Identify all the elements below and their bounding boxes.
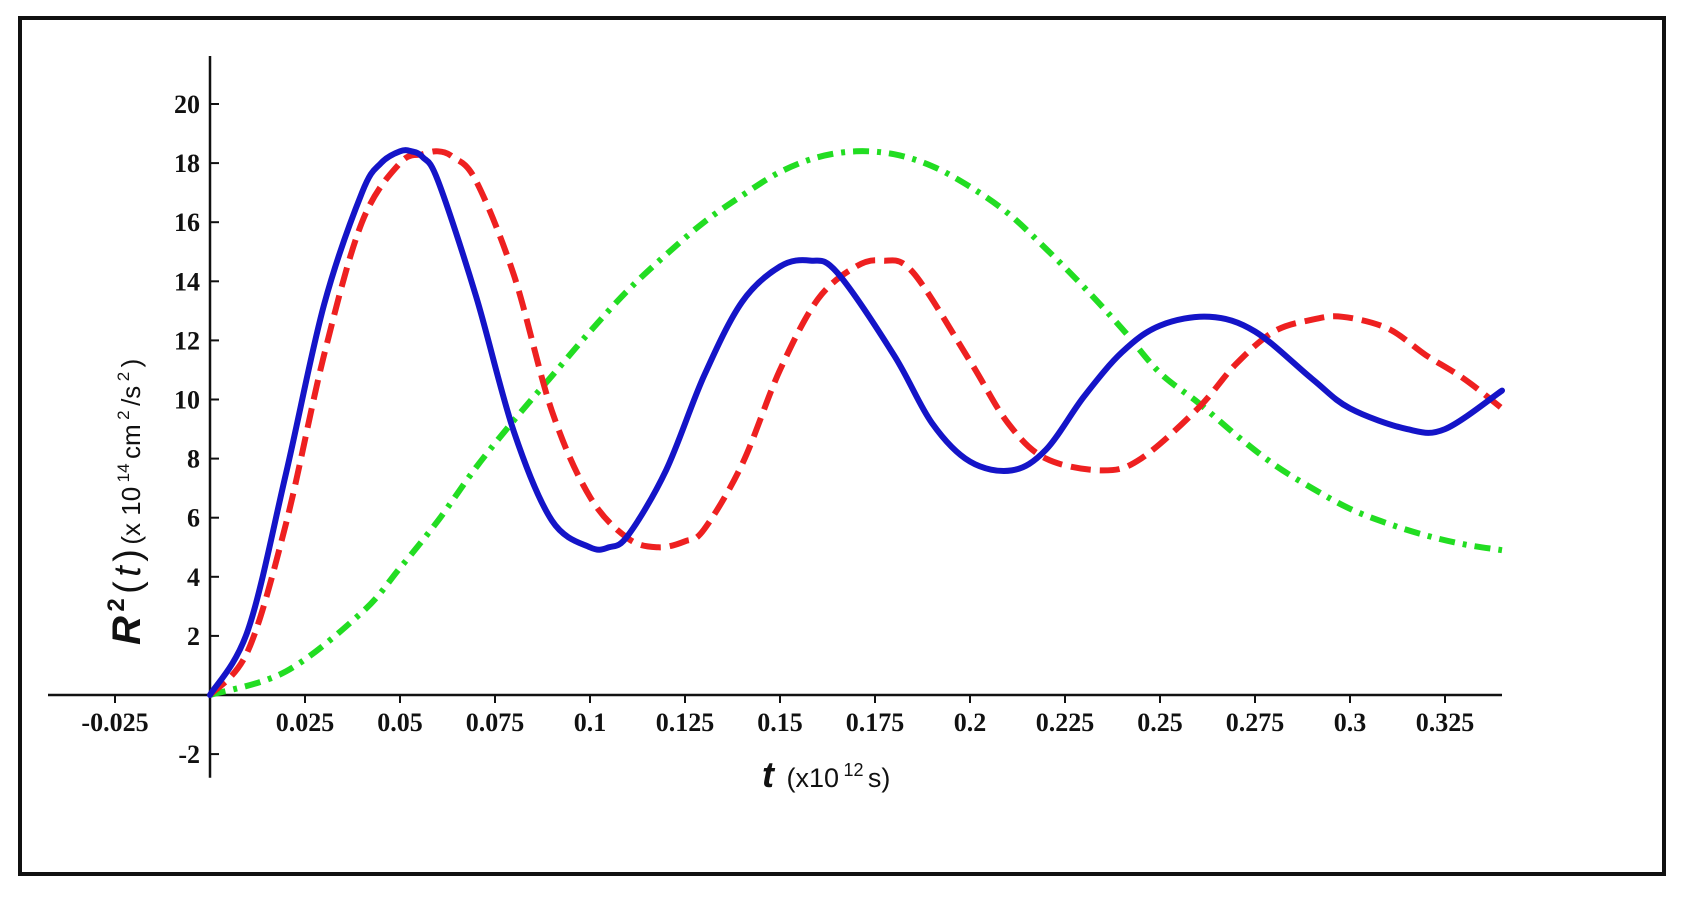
tick-layer: -0.025 0.025 0.05 0.075 0.1 0.125 0.15 0.175 0.2… bbox=[81, 90, 1474, 769]
y-axis-unit-prefix: (x 10 bbox=[116, 487, 146, 545]
x-tick-label: 0.075 bbox=[466, 708, 525, 737]
y-tick-label: 18 bbox=[174, 149, 200, 178]
x-axis-unit-exponent: 12 bbox=[843, 760, 863, 780]
y-tick-label: 4 bbox=[187, 563, 200, 592]
x-axis-label: t (x10 12 s) bbox=[762, 754, 890, 795]
y-tick-label: 14 bbox=[174, 267, 200, 296]
x-axis-symbol: t bbox=[762, 754, 776, 795]
x-tick-label: 0.2 bbox=[954, 708, 987, 737]
y-axis-unit-mid2: /s bbox=[116, 386, 146, 406]
series-line-solid bbox=[207, 147, 1505, 698]
y-axis-unit-exp2: 2 bbox=[114, 410, 133, 419]
y-tick-label: 8 bbox=[187, 445, 200, 474]
y-axis-unit-exp1: 14 bbox=[114, 463, 133, 482]
x-tick-label: 0.275 bbox=[1226, 708, 1285, 737]
series-layer bbox=[207, 147, 1505, 698]
x-tick-label: -0.025 bbox=[81, 708, 148, 737]
x-tick-label: 0.225 bbox=[1036, 708, 1095, 737]
y-axis-label: R 2 ( t ) (x 10 14 cm 2 /s 2 ) bbox=[103, 359, 149, 645]
x-axis-unit-suffix: s) bbox=[868, 763, 891, 793]
x-tick-label: 0.025 bbox=[276, 708, 335, 737]
y-tick-label: -2 bbox=[178, 740, 200, 769]
series-line-dashdot bbox=[209, 148, 1503, 698]
line-chart: -0.025 0.025 0.05 0.075 0.1 0.125 0.15 0.175 0.2… bbox=[48, 56, 1505, 795]
y-axis-unit-exp3: 2 bbox=[114, 372, 133, 381]
y-axis-unit-close: ) bbox=[116, 359, 146, 368]
x-tick-label: 0.15 bbox=[757, 708, 803, 737]
y-axis-arg-open: ( bbox=[107, 581, 149, 594]
y-axis-arg-close: ) bbox=[107, 549, 149, 562]
y-tick-label: 12 bbox=[174, 326, 200, 355]
y-axis-arg: t bbox=[107, 565, 149, 577]
y-axis-unit-mid: cm bbox=[116, 424, 146, 459]
x-tick-label: 0.325 bbox=[1416, 708, 1475, 737]
series-line-dashed bbox=[207, 148, 1504, 698]
y-axis-symbol: R bbox=[105, 616, 149, 645]
x-tick-label: 0.1 bbox=[574, 708, 607, 737]
x-tick-label: 0.05 bbox=[377, 708, 423, 737]
y-tick-label: 20 bbox=[174, 90, 200, 119]
x-tick-label: 0.3 bbox=[1334, 708, 1367, 737]
y-axis-symbol-exponent: 2 bbox=[103, 598, 130, 611]
chart-frame: -0.025 0.025 0.05 0.075 0.1 0.125 0.15 0.175 0.2… bbox=[18, 16, 1666, 876]
y-tick-label: 6 bbox=[187, 504, 200, 533]
y-tick-label: 10 bbox=[174, 386, 200, 415]
axes bbox=[48, 56, 1502, 778]
x-tick-label: 0.25 bbox=[1137, 708, 1183, 737]
x-axis-unit-prefix: (x10 bbox=[786, 763, 839, 793]
x-tick-label: 0.125 bbox=[656, 708, 715, 737]
y-tick-label: 2 bbox=[187, 622, 200, 651]
x-tick-label: 0.175 bbox=[846, 708, 905, 737]
y-tick-label: 16 bbox=[174, 208, 200, 237]
